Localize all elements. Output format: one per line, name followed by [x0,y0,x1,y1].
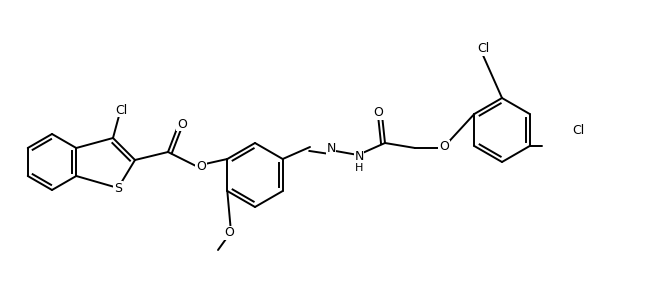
Text: N: N [354,150,363,163]
Text: H: H [355,163,363,173]
Text: N: N [326,142,336,156]
Text: O: O [177,117,187,131]
Text: O: O [439,140,449,154]
Text: O: O [373,107,383,119]
Text: Cl: Cl [115,103,127,117]
Text: Cl: Cl [477,43,489,55]
Text: Cl: Cl [572,124,584,136]
Text: O: O [196,161,206,173]
Text: O: O [224,227,234,239]
Text: S: S [114,182,122,194]
